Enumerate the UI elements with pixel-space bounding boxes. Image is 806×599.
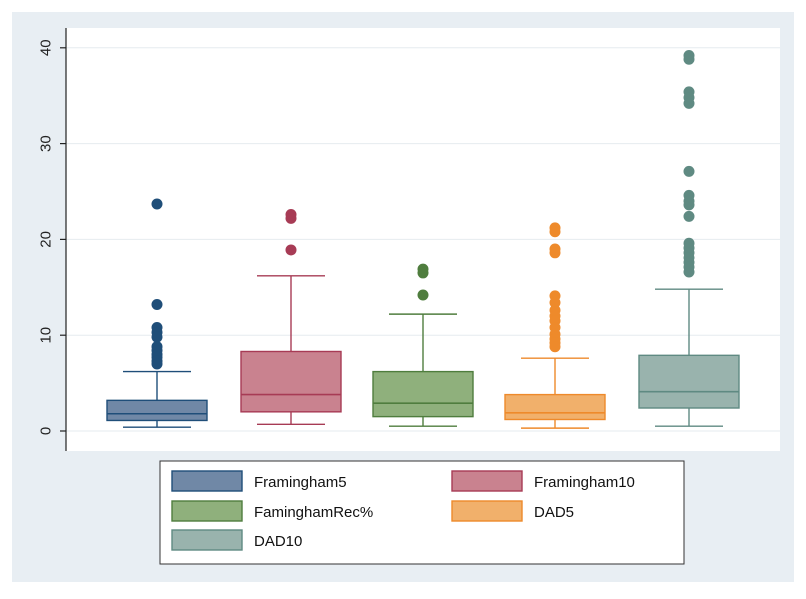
legend-swatch [451, 470, 523, 492]
y-tick-label: 20 [38, 231, 55, 248]
outlier-point [151, 198, 163, 210]
legend-swatch [171, 500, 243, 522]
y-tick-label: 30 [38, 135, 55, 152]
outlier-point [285, 212, 297, 224]
outlier-point [549, 226, 561, 238]
outlier-point [417, 267, 429, 279]
outlier-point [683, 53, 695, 65]
iqr-box [372, 370, 474, 418]
iqr-box [504, 393, 606, 421]
legend-swatch [171, 529, 243, 551]
outlier-point [683, 266, 695, 278]
legend-swatch [171, 470, 243, 492]
outlier-point [151, 358, 163, 370]
outlier-point [683, 199, 695, 211]
legend-label: FaminghamRec% [254, 504, 373, 521]
box-group [638, 49, 740, 427]
outlier-point [683, 165, 695, 177]
y-tick-label: 40 [38, 39, 55, 56]
box-group [372, 263, 474, 427]
outlier-point [683, 97, 695, 109]
box-group [504, 222, 606, 429]
grid-lines [66, 47, 780, 432]
legend-label: DAD10 [254, 533, 302, 550]
legend-label: DAD5 [534, 504, 574, 521]
legend-label: Framingham10 [534, 474, 635, 491]
box-group [240, 208, 342, 425]
outlier-point [549, 247, 561, 259]
outlier-point [683, 210, 695, 222]
box-group [106, 198, 208, 428]
legend: Framingham5 Framingham10 FaminghamRec% DAD5… [159, 460, 685, 565]
legend-label: Framingham5 [254, 474, 347, 491]
outlier-point [549, 341, 561, 353]
legend-box [159, 460, 685, 565]
y-tick-label: 0 [38, 427, 55, 435]
outlier-point [417, 289, 429, 301]
iqr-box [240, 350, 342, 413]
outlier-point [151, 331, 163, 343]
outlier-point [549, 297, 561, 309]
iqr-box [638, 354, 740, 409]
y-axis: 0 10 20 30 40 [38, 28, 67, 451]
y-tick-label: 10 [38, 327, 55, 344]
legend-swatch [451, 500, 523, 522]
boxes [106, 49, 740, 429]
outlier-point [151, 299, 163, 311]
outlier-point [285, 244, 297, 256]
iqr-box [106, 399, 208, 422]
